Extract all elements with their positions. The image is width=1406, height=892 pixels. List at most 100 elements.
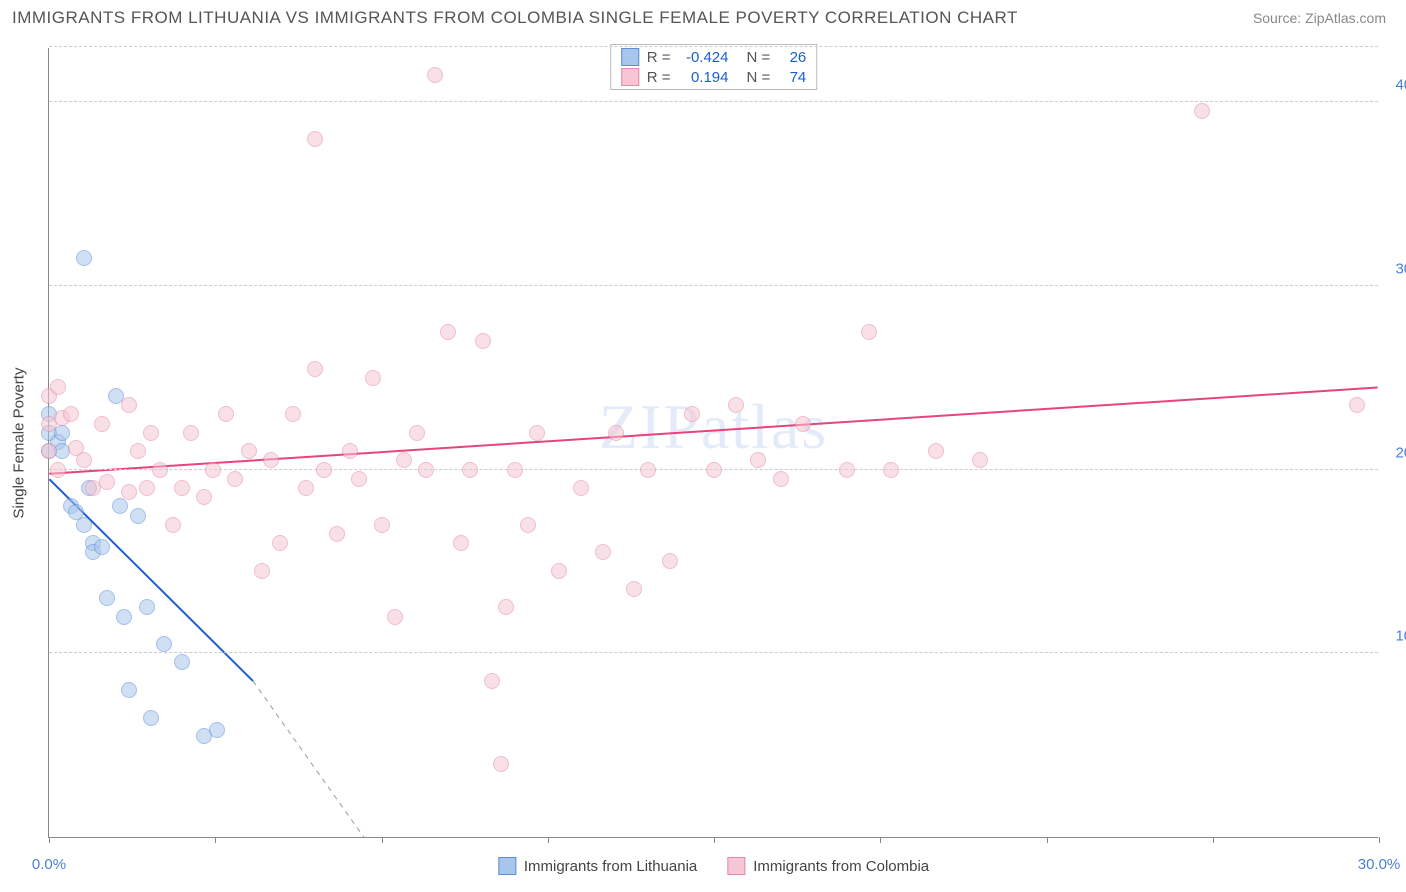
legend-label-colombia: Immigrants from Colombia bbox=[753, 858, 929, 875]
legend-swatch-colombia bbox=[727, 857, 745, 875]
scatter-point-colombia bbox=[285, 406, 301, 422]
scatter-point-colombia bbox=[484, 673, 500, 689]
y-tick-label: 30.0% bbox=[1383, 260, 1406, 277]
scatter-point-colombia bbox=[684, 406, 700, 422]
gridline-h bbox=[49, 285, 1378, 286]
scatter-point-lithuania bbox=[116, 609, 132, 625]
scatter-point-colombia bbox=[595, 544, 611, 560]
scatter-point-colombia bbox=[263, 452, 279, 468]
scatter-point-colombia bbox=[640, 462, 656, 478]
y-tick-label: 10.0% bbox=[1383, 628, 1406, 645]
scatter-point-colombia bbox=[50, 462, 66, 478]
scatter-point-colombia bbox=[205, 462, 221, 478]
x-tick bbox=[880, 837, 881, 843]
source-label: Source: ZipAtlas.com bbox=[1253, 10, 1386, 26]
scatter-point-lithuania bbox=[209, 722, 225, 738]
y-tick-label: 40.0% bbox=[1383, 77, 1406, 94]
scatter-point-colombia bbox=[139, 480, 155, 496]
scatter-point-colombia bbox=[773, 471, 789, 487]
scatter-point-colombia bbox=[440, 324, 456, 340]
scatter-point-colombia bbox=[498, 599, 514, 615]
scatter-point-colombia bbox=[94, 416, 110, 432]
scatter-point-colombia bbox=[1194, 103, 1210, 119]
legend-swatch-colombia bbox=[621, 68, 639, 86]
scatter-point-colombia bbox=[241, 443, 257, 459]
scatter-point-colombia bbox=[728, 397, 744, 413]
x-tick bbox=[714, 837, 715, 843]
scatter-point-colombia bbox=[493, 756, 509, 772]
scatter-point-colombia bbox=[351, 471, 367, 487]
scatter-point-colombia bbox=[387, 609, 403, 625]
scatter-point-colombia bbox=[706, 462, 722, 478]
r-label: R = bbox=[647, 69, 671, 86]
legend-item-colombia: Immigrants from Colombia bbox=[727, 857, 929, 875]
scatter-point-colombia bbox=[307, 361, 323, 377]
scatter-point-colombia bbox=[374, 517, 390, 533]
scatter-point-colombia bbox=[883, 462, 899, 478]
scatter-point-colombia bbox=[795, 416, 811, 432]
gridline-h bbox=[49, 101, 1378, 102]
scatter-point-lithuania bbox=[139, 599, 155, 615]
y-axis-title: Single Female Poverty bbox=[11, 367, 28, 518]
scatter-point-colombia bbox=[272, 535, 288, 551]
scatter-point-colombia bbox=[183, 425, 199, 441]
watermark: ZIPatlas bbox=[599, 390, 828, 464]
scatter-point-colombia bbox=[839, 462, 855, 478]
chart-title: IMMIGRANTS FROM LITHUANIA VS IMMIGRANTS … bbox=[12, 8, 1018, 28]
legend-stat-row-lithuania: R =-0.424N =26 bbox=[611, 47, 817, 67]
x-tick bbox=[215, 837, 216, 843]
scatter-point-lithuania bbox=[174, 654, 190, 670]
scatter-point-colombia bbox=[196, 489, 212, 505]
scatter-point-lithuania bbox=[94, 539, 110, 555]
correlation-legend: R =-0.424N =26R =0.194N =74 bbox=[610, 44, 818, 90]
scatter-point-colombia bbox=[174, 480, 190, 496]
r-value-colombia: 0.194 bbox=[679, 69, 729, 86]
legend-label-lithuania: Immigrants from Lithuania bbox=[524, 858, 697, 875]
scatter-point-colombia bbox=[626, 581, 642, 597]
x-tick bbox=[382, 837, 383, 843]
scatter-point-colombia bbox=[254, 563, 270, 579]
scatter-point-colombia bbox=[462, 462, 478, 478]
trend-line-dash-lithuania bbox=[253, 681, 364, 837]
n-label: N = bbox=[747, 69, 771, 86]
scatter-point-colombia bbox=[227, 471, 243, 487]
x-tick bbox=[548, 837, 549, 843]
scatter-point-colombia bbox=[520, 517, 536, 533]
scatter-point-colombia bbox=[41, 443, 57, 459]
gridline-h bbox=[49, 652, 1378, 653]
scatter-point-colombia bbox=[316, 462, 332, 478]
scatter-point-colombia bbox=[130, 443, 146, 459]
x-tick-label: 0.0% bbox=[32, 856, 66, 873]
scatter-point-colombia bbox=[573, 480, 589, 496]
scatter-point-colombia bbox=[662, 553, 678, 569]
scatter-point-colombia bbox=[121, 484, 137, 500]
series-legend: Immigrants from Lithuania Immigrants from… bbox=[498, 857, 929, 875]
x-tick-label: 30.0% bbox=[1358, 856, 1401, 873]
r-value-lithuania: -0.424 bbox=[679, 49, 729, 66]
scatter-point-colombia bbox=[409, 425, 425, 441]
scatter-point-lithuania bbox=[76, 250, 92, 266]
r-label: R = bbox=[647, 49, 671, 66]
scatter-point-colombia bbox=[152, 462, 168, 478]
x-tick bbox=[1213, 837, 1214, 843]
scatter-point-colombia bbox=[396, 452, 412, 468]
scatter-point-colombia bbox=[329, 526, 345, 542]
scatter-point-colombia bbox=[608, 425, 624, 441]
x-tick bbox=[1379, 837, 1380, 843]
scatter-point-colombia bbox=[365, 370, 381, 386]
scatter-point-colombia bbox=[551, 563, 567, 579]
legend-swatch-lithuania bbox=[621, 48, 639, 66]
scatter-point-lithuania bbox=[54, 425, 70, 441]
scatter-point-colombia bbox=[861, 324, 877, 340]
scatter-point-colombia bbox=[972, 452, 988, 468]
scatter-point-colombia bbox=[475, 333, 491, 349]
n-value-lithuania: 26 bbox=[778, 49, 806, 66]
scatter-point-colombia bbox=[507, 462, 523, 478]
scatter-point-lithuania bbox=[76, 517, 92, 533]
gridline-h bbox=[49, 46, 1378, 47]
scatter-point-colombia bbox=[99, 474, 115, 490]
y-tick-label: 20.0% bbox=[1383, 444, 1406, 461]
scatter-point-lithuania bbox=[143, 710, 159, 726]
scatter-point-colombia bbox=[418, 462, 434, 478]
scatter-point-colombia bbox=[218, 406, 234, 422]
